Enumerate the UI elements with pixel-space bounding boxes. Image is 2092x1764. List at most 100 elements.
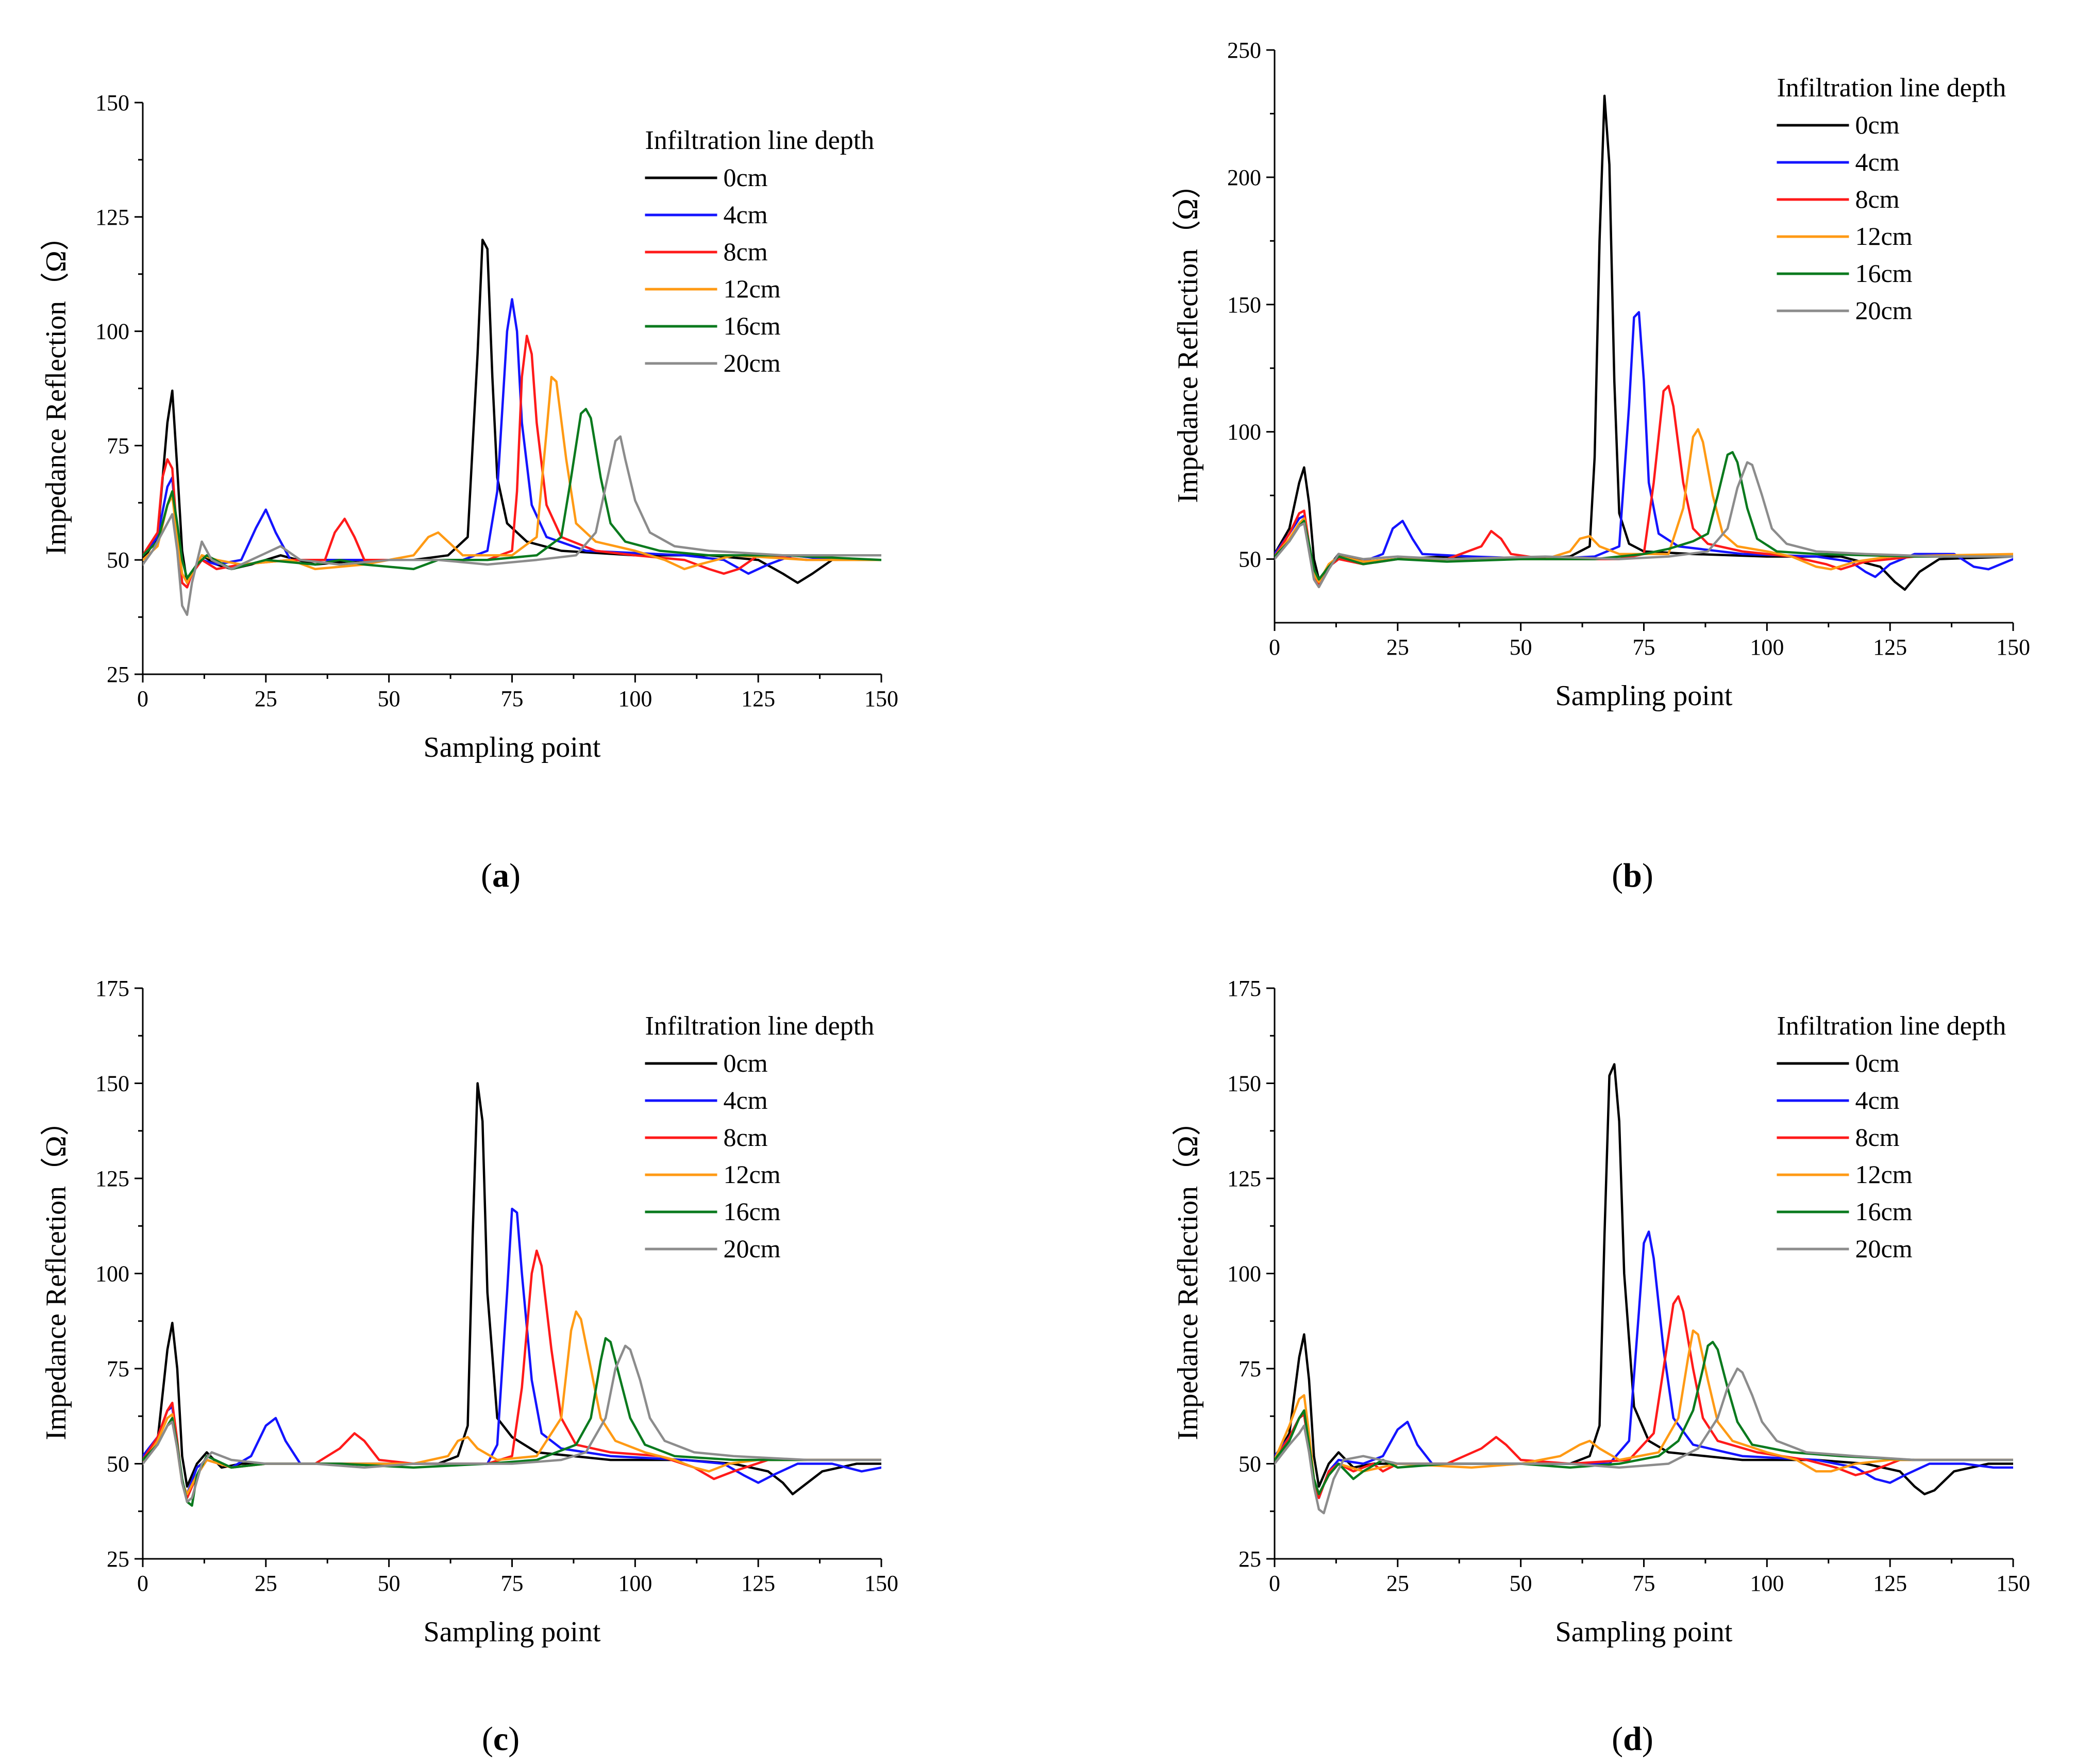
legend-label-8cm: 8cm <box>1855 1123 1899 1152</box>
x-tick-label: 25 <box>255 686 277 711</box>
series-line-16cm <box>1275 451 2013 581</box>
legend: Infiltration line depth 0cm 4cm 8cm 12cm 16cm… <box>1777 1011 2006 1263</box>
legend-label-4cm: 4cm <box>723 200 767 229</box>
x-tick-label: 100 <box>618 686 652 711</box>
x-tick-label: 75 <box>1633 635 1655 660</box>
series-line-20cm <box>143 1344 881 1503</box>
chart-panel-d: 0 25 50 75 100 125 150 25 50 75 100 125 150 175 Sampli… <box>1172 976 2030 1758</box>
x-tick-label: 100 <box>618 1571 652 1596</box>
legend-label-16cm: 16cm <box>1855 1197 1912 1226</box>
panel-caption: (c) <box>482 1720 520 1758</box>
y-axis-title: Impedance Reflection（Ω） <box>1172 1107 1204 1440</box>
x-tick-label: 75 <box>501 1571 524 1596</box>
y-tick-label: 25 <box>107 1546 129 1572</box>
panel-caption: (a) <box>481 857 521 894</box>
x-tick-label: 50 <box>378 686 400 711</box>
legend-label-12cm: 12cm <box>723 274 780 303</box>
series-line-16cm <box>143 408 881 579</box>
x-axis-title: Sampling point <box>1555 680 1733 712</box>
legend-label-0cm: 0cm <box>1855 110 1899 139</box>
chart-panel-b: 0 25 50 75 100 125 150 50 100 150 200 250 Sampling p… <box>1172 38 2030 894</box>
series-line-20cm <box>1275 461 2013 589</box>
legend-label-20cm: 20cm <box>1855 296 1912 325</box>
y-tick-label: 150 <box>95 90 129 115</box>
panel-caption-open: ( <box>482 1720 493 1758</box>
x-tick-label: 50 <box>378 1571 400 1596</box>
y-tick-label: 100 <box>1227 420 1261 445</box>
series-line-20cm <box>1275 1367 2013 1515</box>
y-tick-label: 75 <box>107 1356 129 1382</box>
x-tick-label: 0 <box>137 1571 148 1596</box>
y-tick-label: 75 <box>1239 1356 1261 1382</box>
series-lines <box>143 238 881 616</box>
panel-caption-close: ) <box>509 857 521 894</box>
x-tick-label: 25 <box>1386 635 1409 660</box>
legend: Infiltration line depth 0cm 4cm 8cm 12cm 16cm… <box>645 1011 874 1263</box>
x-tick-label: 0 <box>1269 635 1280 660</box>
x-tick-label: 50 <box>1510 1571 1532 1596</box>
series-lines <box>1275 1063 2013 1515</box>
y-axis-title: Impedance Reflcetion（Ω） <box>40 1107 72 1440</box>
legend-label-8cm: 8cm <box>723 237 767 266</box>
y-tick-label: 250 <box>1227 38 1261 63</box>
y-tick-label: 125 <box>1227 1166 1261 1191</box>
x-axis-title: Sampling point <box>1555 1616 1733 1648</box>
y-tick-label: 125 <box>95 1166 129 1191</box>
panel-caption-open: ( <box>1612 1720 1623 1758</box>
y-tick-label: 100 <box>1227 1261 1261 1287</box>
legend-label-0cm: 0cm <box>723 163 767 192</box>
legend-label-4cm: 4cm <box>1855 1086 1899 1114</box>
panel-caption-letter: d <box>1623 1720 1642 1758</box>
x-tick-label: 0 <box>1269 1571 1280 1596</box>
y-tick-label: 50 <box>1239 547 1261 572</box>
chart-panel-c: 0 25 50 75 100 125 150 25 50 75 100 125 150 175 Sampli… <box>40 976 898 1758</box>
legend-label-20cm: 20cm <box>1855 1234 1912 1263</box>
y-tick-label: 150 <box>1227 292 1261 318</box>
x-tick-label: 0 <box>137 686 148 711</box>
y-tick-label: 100 <box>95 319 129 344</box>
y-tick-label: 150 <box>95 1071 129 1096</box>
series-line-12cm <box>1275 428 2013 584</box>
legend: Infiltration line depth 0cm 4cm 8cm 12cm 16cm… <box>645 126 874 377</box>
panel-caption: (b) <box>1612 857 1653 894</box>
x-tick-label: 150 <box>864 686 898 711</box>
panel-caption-open: ( <box>1612 857 1623 894</box>
panel-caption-letter: b <box>1623 857 1642 894</box>
legend-title: Infiltration line depth <box>1777 73 2006 103</box>
y-axis-title: Impedance Reflection（Ω） <box>1172 170 1204 503</box>
series-lines <box>1275 94 2013 591</box>
panel-caption: (d) <box>1612 1720 1653 1758</box>
legend-label-12cm: 12cm <box>1855 1160 1912 1189</box>
x-axis-title: Sampling point <box>424 731 601 763</box>
y-tick-label: 175 <box>95 976 129 1001</box>
series-line-0cm <box>143 1082 881 1495</box>
y-tick-label: 200 <box>1227 165 1261 190</box>
legend-label-4cm: 4cm <box>1855 147 1899 176</box>
x-tick-label: 125 <box>1873 1571 1907 1596</box>
panel-caption-close: ) <box>1642 1720 1653 1758</box>
x-tick-label: 125 <box>1873 635 1907 660</box>
x-tick-label: 75 <box>501 686 524 711</box>
y-tick-label: 125 <box>95 205 129 230</box>
x-tick-label: 25 <box>255 1571 277 1596</box>
y-tick-label: 25 <box>1239 1546 1261 1572</box>
x-tick-label: 125 <box>741 686 775 711</box>
series-lines <box>143 1082 881 1507</box>
series-line-0cm <box>1275 1063 2013 1495</box>
legend-label-16cm: 16cm <box>723 311 780 340</box>
legend-title: Infiltration line depth <box>1777 1011 2006 1041</box>
y-tick-label: 50 <box>1239 1452 1261 1477</box>
x-tick-label: 25 <box>1386 1571 1409 1596</box>
x-tick-label: 125 <box>741 1571 775 1596</box>
x-tick-label: 75 <box>1633 1571 1655 1596</box>
y-axis-title: Impedance Reflection（Ω） <box>40 222 72 555</box>
y-tick-label: 150 <box>1227 1071 1261 1096</box>
legend-label-0cm: 0cm <box>1855 1049 1899 1077</box>
x-tick-label: 150 <box>1996 635 2030 660</box>
chart-panel-a: 0 25 50 75 100 125 150 25 50 75 100 125 150 Sampling … <box>40 90 898 894</box>
legend-label-20cm: 20cm <box>723 348 780 377</box>
x-tick-label: 50 <box>1510 635 1532 660</box>
x-axis-title: Sampling point <box>424 1616 601 1648</box>
panels: 0 25 50 75 100 125 150 25 50 75 100 125 150 Sampling … <box>40 38 2030 1758</box>
